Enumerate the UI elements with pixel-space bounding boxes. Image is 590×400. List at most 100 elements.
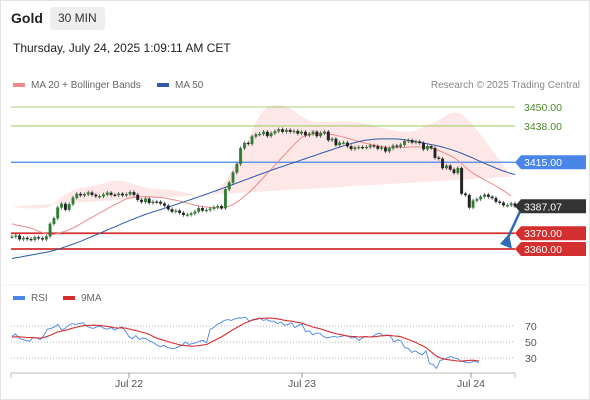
candle (246, 142, 250, 145)
candle (124, 194, 128, 196)
candle (48, 223, 52, 237)
candle (383, 147, 387, 152)
candle (284, 129, 288, 132)
top-bar: Gold 30 MIN (0, 0, 590, 36)
candle (52, 218, 56, 225)
candle (444, 165, 448, 169)
candle (182, 212, 185, 216)
candle (220, 205, 224, 209)
candle (300, 131, 304, 134)
candle (372, 145, 376, 147)
candle (170, 209, 174, 212)
candle (208, 208, 212, 211)
candle (159, 201, 163, 204)
candle (475, 198, 479, 201)
candle (67, 204, 71, 210)
candle (311, 131, 315, 134)
rsi-tick-70: 70 (525, 321, 537, 333)
rsi-ma-legend-label: 9MA (81, 293, 102, 304)
candle (86, 192, 90, 195)
candle (121, 193, 124, 196)
candle (380, 147, 384, 149)
candle (353, 147, 357, 150)
x-tick-label-Jul 22: Jul 22 (115, 378, 143, 390)
candle (262, 131, 265, 135)
candle (235, 163, 239, 173)
candle (303, 131, 307, 136)
candle (349, 146, 353, 150)
price-tag-3415.00 (515, 155, 586, 170)
candle (254, 134, 258, 137)
candle (113, 194, 117, 196)
candle (479, 196, 483, 200)
candle (90, 192, 94, 196)
candle (151, 201, 155, 204)
candle (345, 142, 349, 147)
candle (357, 146, 361, 149)
candle (185, 214, 189, 216)
candle (242, 142, 246, 149)
candle (231, 172, 235, 183)
candle (98, 196, 102, 198)
candle (132, 192, 136, 196)
rsi-line (11, 316, 480, 370)
candle (448, 165, 452, 170)
candle (128, 192, 132, 195)
candle (464, 193, 467, 196)
timeframe-button[interactable]: 30 MIN (50, 7, 105, 30)
candle (483, 194, 486, 197)
candle (18, 235, 22, 240)
candle (44, 236, 48, 240)
candle (56, 207, 60, 219)
candle (250, 136, 254, 145)
candle (395, 145, 399, 147)
candle (82, 194, 86, 196)
candle (330, 138, 334, 141)
ma20-swatch (13, 83, 25, 88)
candle (25, 237, 29, 240)
rsi-swatch (13, 296, 25, 301)
candle (212, 207, 216, 209)
candle (403, 140, 406, 146)
price-tag-text-3415.00: 3415.00 (524, 157, 562, 169)
candle (33, 237, 37, 240)
symbol-title: Gold (11, 10, 43, 26)
candle (364, 146, 368, 149)
candle (41, 238, 44, 240)
candle (109, 192, 113, 195)
bollinger-band-area (12, 105, 512, 209)
candle (486, 194, 490, 197)
candle (143, 198, 147, 203)
candle (75, 193, 79, 198)
x-tick-label-Jul 24: Jul 24 (457, 378, 485, 390)
candle (498, 201, 502, 203)
candle (368, 145, 372, 148)
candle (29, 238, 33, 241)
candle (471, 200, 475, 208)
legend-rsi-ma: 9MA (63, 293, 102, 304)
candle (147, 198, 151, 204)
price-tag-text-3360.00: 3360.00 (524, 244, 562, 256)
candle (288, 129, 292, 132)
candle (155, 201, 159, 203)
price-tag-3370.00 (515, 226, 586, 241)
candle (258, 133, 262, 136)
candle (406, 140, 410, 142)
legend-ma20: MA 20 + Bollinger Bands (13, 80, 141, 91)
rsi-tick-50: 50 (525, 337, 537, 349)
projection-arrow-head (500, 233, 512, 249)
candle (223, 189, 227, 209)
candle (441, 158, 445, 169)
candle (452, 169, 456, 174)
candle (414, 141, 418, 143)
candle (509, 203, 513, 206)
rsi-tick-30: 30 (525, 353, 537, 365)
rsi-ma-line (11, 317, 480, 362)
candle (265, 131, 269, 137)
candle (227, 182, 231, 190)
candle (21, 237, 25, 240)
candle (117, 193, 121, 196)
legend-rsi: RSI (13, 293, 48, 304)
price-tag-text-3450.00: 3450.00 (524, 102, 562, 114)
x-tick-label-Jul 23: Jul 23 (288, 378, 316, 390)
